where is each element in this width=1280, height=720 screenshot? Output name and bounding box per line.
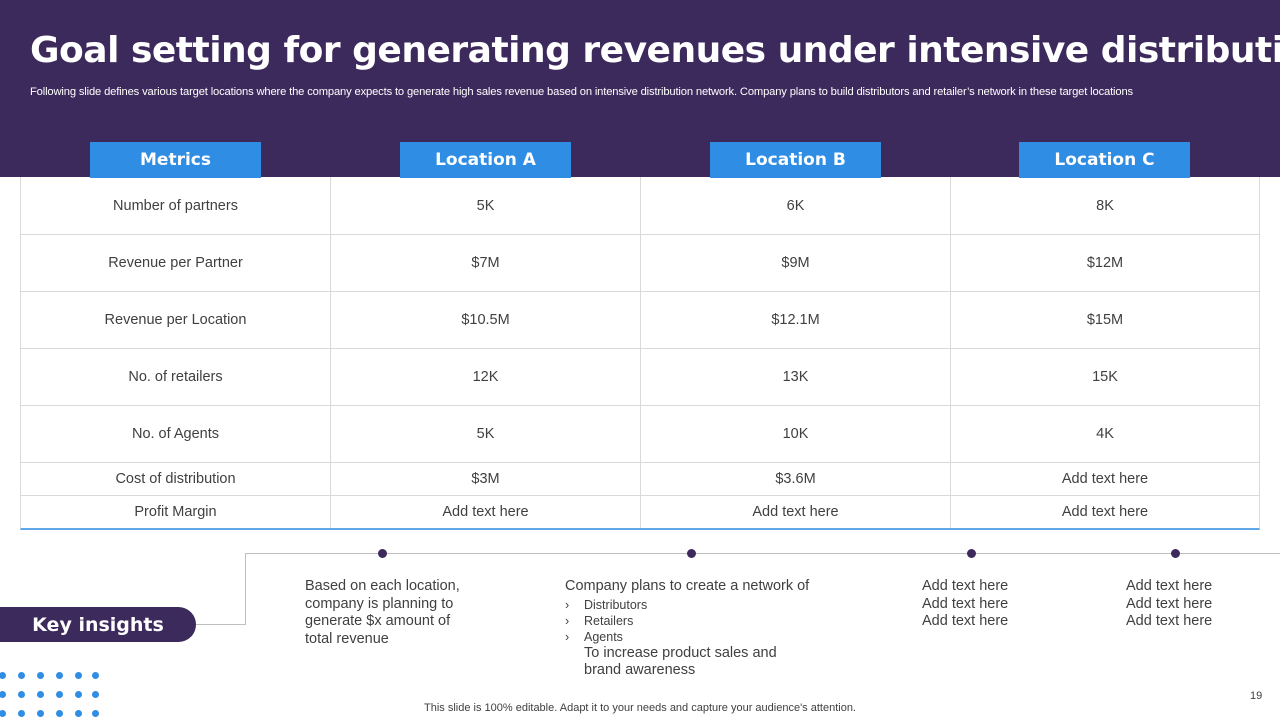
insight-line: Add text here: [1126, 595, 1213, 612]
slide-title: Goal setting for generating revenues und…: [30, 30, 1280, 71]
location-c-value: $12M: [1086, 255, 1124, 271]
location-c-value: Add text here: [1061, 471, 1149, 487]
slide-subtitle: Following slide defines various target l…: [30, 86, 1133, 98]
table-row: No. of Agents 5K 10K 4K: [21, 406, 1259, 463]
location-c-value: Add text here: [1061, 504, 1149, 520]
insight-intro: Company plans to create a network of: [565, 578, 810, 594]
header-location-a: Location A: [400, 142, 571, 178]
location-b-value: $3.6M: [641, 463, 951, 495]
header-location-b: Location B: [710, 142, 881, 178]
location-a-value: 5K: [331, 177, 641, 234]
location-b-value: Add text here: [641, 496, 951, 528]
table-row: Number of partners 5K 6K 8K: [21, 177, 1259, 235]
insight-item-3: Add text here Add text here Add text her…: [922, 578, 1052, 631]
decorative-dots-pattern: [0, 672, 100, 720]
location-c-value: $15M: [1086, 312, 1124, 328]
header-metrics: Metrics: [90, 142, 261, 178]
insight-marker-dot: [687, 549, 696, 558]
list-item: Agents: [565, 629, 855, 645]
header-location-c: Location C: [1019, 142, 1190, 178]
page-number: 19: [1250, 690, 1263, 702]
list-item: Distributors: [565, 597, 855, 613]
insight-line: Add text here: [1126, 613, 1213, 629]
metric-name: Number of partners: [21, 177, 331, 234]
insight-line: Add text here: [922, 595, 1009, 612]
insight-line: generate $x amount of: [305, 613, 451, 629]
insight-line: Add text here: [922, 578, 1009, 594]
location-a-value: 12K: [331, 349, 641, 405]
table-row: Cost of distribution $3M $3.6M Add text …: [21, 463, 1259, 496]
insight-line: brand awareness: [584, 662, 696, 678]
metric-name: Cost of distribution: [21, 463, 331, 495]
metric-name: Revenue per Location: [21, 292, 331, 348]
footer-note: This slide is 100% editable. Adapt it to…: [424, 702, 856, 714]
location-a-value: Add text here: [331, 496, 641, 528]
insight-marker-dot: [967, 549, 976, 558]
insight-item-2: Company plans to create a network of Dis…: [565, 578, 855, 680]
location-b-value: 6K: [641, 177, 951, 234]
table-row: Revenue per Location $10.5M $12.1M $15M: [21, 292, 1259, 349]
location-a-value: $7M: [331, 235, 641, 291]
insight-line: company is planning to: [305, 595, 454, 612]
insight-marker-dot: [378, 549, 387, 558]
table-row: Revenue per Partner $7M $9M $12M: [21, 235, 1259, 292]
metric-name: No. of Agents: [21, 406, 331, 462]
location-a-value: $3M: [331, 463, 641, 495]
location-b-value: 13K: [641, 349, 951, 405]
insight-line: Based on each location,: [305, 578, 460, 594]
insight-line: total revenue: [305, 630, 389, 647]
insight-marker-dot: [1171, 549, 1180, 558]
location-a-value: 5K: [331, 406, 641, 462]
insight-item-4: Add text here Add text here Add text her…: [1126, 578, 1256, 631]
insight-connector-line: [245, 553, 1280, 554]
insight-line: To increase product sales and: [584, 644, 777, 661]
key-insights-label: Key insights: [0, 607, 196, 642]
location-c-value: 15K: [1092, 369, 1118, 385]
location-b-value: $12.1M: [641, 292, 951, 348]
insight-bullet-list: Distributors Retailers Agents: [565, 597, 855, 645]
metrics-table: Number of partners 5K 6K 8K Revenue per …: [20, 177, 1260, 530]
metric-name: No. of retailers: [21, 349, 331, 405]
location-b-value: 10K: [641, 406, 951, 462]
list-item: Retailers: [565, 613, 855, 629]
table-row: No. of retailers 12K 13K 15K: [21, 349, 1259, 406]
table-row: Profit Margin Add text here Add text her…: [21, 496, 1259, 528]
insight-connector-to-label: [195, 624, 246, 625]
metric-name: Revenue per Partner: [21, 235, 331, 291]
insight-line: Add text here: [922, 613, 1009, 629]
metric-name: Profit Margin: [21, 496, 331, 528]
location-c-value: 4K: [1096, 426, 1114, 442]
location-c-value: 8K: [1096, 197, 1114, 214]
insight-line: Add text here: [1126, 578, 1213, 594]
location-a-value: $10.5M: [331, 292, 641, 348]
location-b-value: $9M: [641, 235, 951, 291]
insight-item-1: Based on each location, company is plann…: [305, 578, 505, 648]
insight-connector-vertical: [245, 553, 246, 625]
